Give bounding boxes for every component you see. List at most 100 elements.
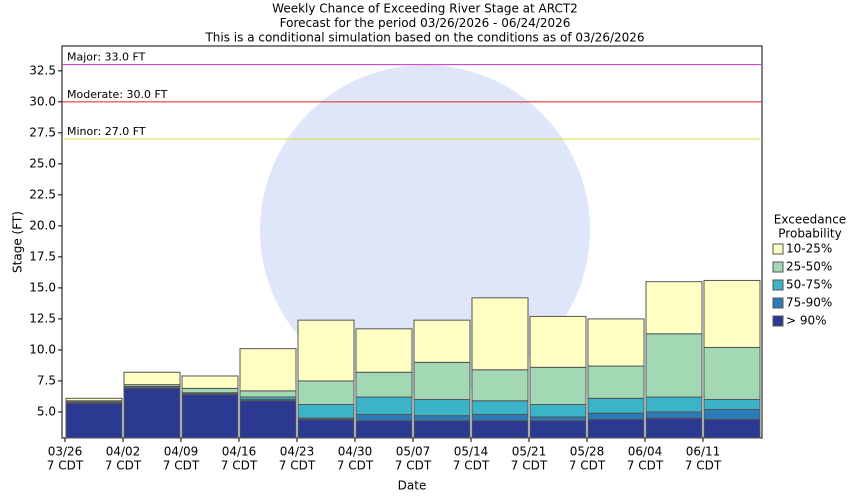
bar-segment <box>181 394 239 439</box>
y-tick-label: 10.0 <box>29 342 56 356</box>
y-tick-label: 22.5 <box>29 187 56 201</box>
y-tick-label: 15.0 <box>29 280 56 294</box>
bar-segment <box>645 281 703 335</box>
y-tick-label: 5.0 <box>37 404 56 418</box>
bar-segment <box>239 400 297 439</box>
bar-segment <box>123 387 181 439</box>
x-tick-label: 04/02 <box>106 445 141 459</box>
x-tick-sublabel: 7 CDT <box>685 459 722 473</box>
y-tick-label: 27.5 <box>29 125 56 139</box>
x-tick-sublabel: 7 CDT <box>163 459 200 473</box>
legend-swatch <box>772 315 784 327</box>
x-tick-label: 05/14 <box>454 445 489 459</box>
bar-segment <box>587 418 645 439</box>
bar-segment <box>239 348 297 392</box>
bar-segment <box>471 400 529 415</box>
bar-segment <box>297 380 355 406</box>
x-tick-sublabel: 7 CDT <box>511 459 548 473</box>
bar-segment <box>297 319 355 382</box>
threshold-label: Major: 33.0 FT <box>67 51 146 64</box>
x-tick-label: 05/21 <box>512 445 547 459</box>
bar-segment <box>65 397 123 402</box>
bar-segment <box>645 411 703 419</box>
x-tick-label: 06/11 <box>686 445 721 459</box>
bar-segment <box>355 413 413 422</box>
bar-segment <box>239 390 297 398</box>
y-tick-label: 12.5 <box>29 311 56 325</box>
x-tick-label: 04/23 <box>280 445 315 459</box>
y-tick-label: 32.5 <box>29 63 56 77</box>
x-axis-label: Date <box>398 479 427 493</box>
bar-segment <box>181 375 239 389</box>
legend-label: > 90% <box>786 314 827 328</box>
chart-title: Forecast for the period 03/26/2026 - 06/… <box>280 16 571 30</box>
legend-title: Exceedance <box>774 213 846 227</box>
x-tick-sublabel: 7 CDT <box>395 459 432 473</box>
legend-label: 50-75% <box>786 278 832 292</box>
x-tick-label: 05/07 <box>396 445 431 459</box>
bar-segment <box>413 420 471 439</box>
bar-segment <box>355 420 413 439</box>
bar-segment <box>413 415 471 422</box>
bar-segment <box>587 318 645 367</box>
legend-swatch <box>772 243 784 255</box>
bar-segment <box>181 387 239 394</box>
bar-segment <box>65 402 123 439</box>
bar-segment <box>587 412 645 420</box>
bar-segment <box>471 420 529 439</box>
legend-label: 75-90% <box>786 296 832 310</box>
x-tick-label: 06/04 <box>628 445 663 459</box>
x-tick-sublabel: 7 CDT <box>453 459 490 473</box>
bar-segment <box>703 408 761 420</box>
bar-segment <box>529 366 587 406</box>
y-tick-label: 25.0 <box>29 156 56 170</box>
bar-segment <box>355 328 413 373</box>
y-tick-label: 30.0 <box>29 94 56 108</box>
x-tick-label: 04/30 <box>338 445 373 459</box>
bar-segment <box>471 413 529 422</box>
legend-title: Probability <box>778 227 841 241</box>
legend-label: 10-25% <box>786 242 832 256</box>
x-tick-sublabel: 7 CDT <box>627 459 664 473</box>
bar-segment <box>413 361 471 401</box>
legend-swatch <box>772 261 784 273</box>
x-tick-label: 04/16 <box>222 445 257 459</box>
chart-title: This is a conditional simulation based o… <box>204 31 644 45</box>
bar-segment <box>413 319 471 363</box>
bar-segment <box>355 371 413 398</box>
bar-segment <box>529 315 587 368</box>
legend-swatch <box>772 297 784 309</box>
chart-title: Weekly Chance of Exceeding River Stage a… <box>272 2 578 16</box>
bar-segment <box>645 417 703 439</box>
bar-segment <box>645 396 703 413</box>
bar-segment <box>529 404 587 418</box>
bar-segment <box>355 396 413 415</box>
bar-segment <box>587 397 645 414</box>
x-tick-sublabel: 7 CDT <box>221 459 258 473</box>
bar-segment <box>703 418 761 439</box>
x-tick-sublabel: 7 CDT <box>279 459 316 473</box>
bar-segment <box>123 371 181 386</box>
x-tick-label: 04/09 <box>164 445 199 459</box>
bar-segment <box>471 297 529 371</box>
legend-swatch <box>772 279 784 291</box>
bar-segment <box>413 399 471 417</box>
x-tick-sublabel: 7 CDT <box>337 459 374 473</box>
y-axis-label: Stage (FT) <box>11 211 25 273</box>
legend-label: 25-50% <box>786 260 832 274</box>
bar-segment <box>529 416 587 422</box>
threshold-label: Moderate: 30.0 FT <box>67 88 168 101</box>
bar-segment <box>297 418 355 439</box>
threshold-label: Minor: 27.0 FT <box>67 125 146 138</box>
bar-segment <box>297 404 355 419</box>
y-tick-label: 17.5 <box>29 249 56 263</box>
bar-segment <box>587 365 645 399</box>
x-tick-sublabel: 7 CDT <box>569 459 606 473</box>
x-tick-label: 05/28 <box>570 445 605 459</box>
y-tick-label: 7.5 <box>37 373 56 387</box>
x-tick-sublabel: 7 CDT <box>105 459 142 473</box>
bar-segment <box>645 333 703 398</box>
bar-segment <box>471 369 529 402</box>
y-tick-label: 20.0 <box>29 218 56 232</box>
